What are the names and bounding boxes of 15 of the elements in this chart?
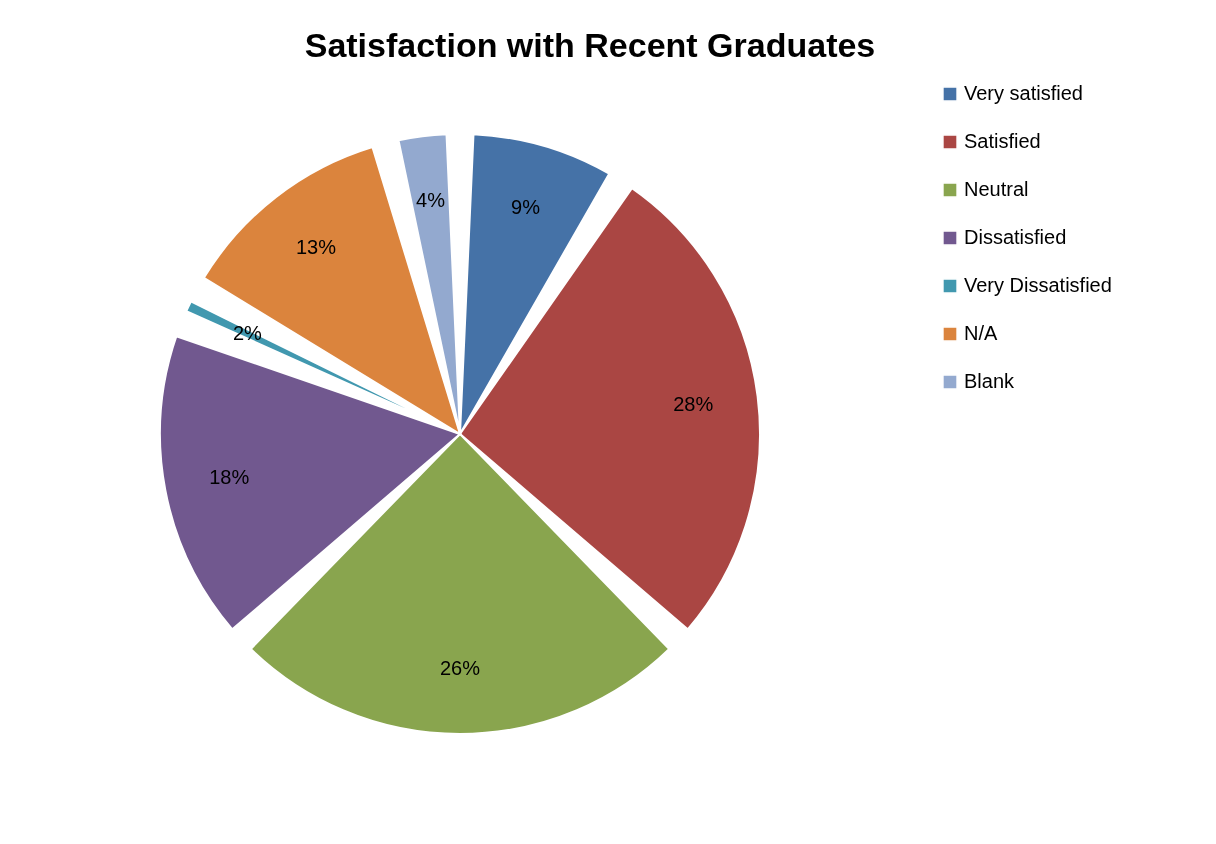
- data-label: 9%: [511, 196, 541, 219]
- data-label: 28%: [673, 392, 714, 415]
- legend-label: Satisfied: [964, 130, 1041, 152]
- data-label: 26%: [439, 657, 481, 679]
- data-label: 2%: [232, 321, 263, 344]
- data-label: 13%: [295, 236, 337, 259]
- legend-label: Very Dissatisfied: [964, 274, 1112, 296]
- legend-label: Blank: [964, 370, 1016, 392]
- legend-label: Neutral: [964, 178, 1029, 200]
- legend-label: Very satisfied: [964, 82, 1083, 104]
- legend-label: Dissatisfied: [964, 226, 1067, 248]
- legend-label: N/A: [964, 322, 998, 344]
- data-label: 4%: [416, 188, 446, 211]
- chart-title: Satisfaction with Recent Graduates: [304, 26, 876, 64]
- data-label: 18%: [209, 466, 250, 489]
